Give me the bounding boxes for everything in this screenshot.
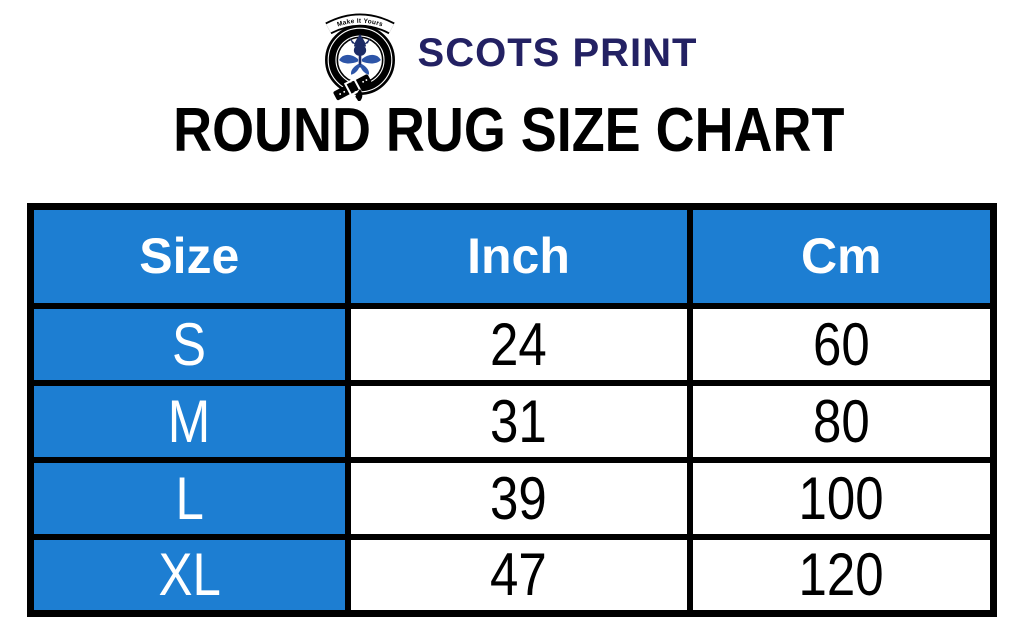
cm-value: 100 xyxy=(686,456,997,540)
motto-banner: Make It Yours xyxy=(324,13,395,35)
column-header-inch: Inch xyxy=(344,203,693,309)
size-chart-table: Size Inch Cm S 24 60 M 31 80 L 39 100 xyxy=(27,203,997,617)
table-row-s: S 24 60 xyxy=(27,302,997,386)
clan-crest-logo-icon: Make It Yours xyxy=(324,13,395,101)
cm-value: 120 xyxy=(686,533,997,617)
motto-text: Make It Yours xyxy=(336,18,383,29)
inch-value: 24 xyxy=(344,302,693,386)
svg-text:Make It Yours: Make It Yours xyxy=(336,18,384,29)
cm-value: 80 xyxy=(686,379,997,463)
page-title-text: ROUND RUG SIZE CHART xyxy=(172,96,845,165)
table-row-xl: XL 47 120 xyxy=(27,533,997,617)
table-row-m: M 31 80 xyxy=(27,379,997,463)
table-header-row: Size Inch Cm xyxy=(27,203,997,309)
brand-name: SCOTS PRINT xyxy=(417,31,698,75)
belt-buckle-icon xyxy=(333,74,371,101)
inch-value: 47 xyxy=(344,533,693,617)
size-label: L xyxy=(27,456,351,540)
thistle-icon xyxy=(338,33,381,75)
cm-value: 60 xyxy=(686,302,997,386)
inch-value: 39 xyxy=(344,456,693,540)
table-row-l: L 39 100 xyxy=(27,456,997,540)
size-label: S xyxy=(27,302,351,386)
inch-value: 31 xyxy=(344,379,693,463)
column-header-size: Size xyxy=(27,203,351,309)
brand-header: Make It Yours SCOTS PRINT xyxy=(0,6,1017,101)
size-label: M xyxy=(27,379,351,463)
page-title: ROUND RUG SIZE CHART xyxy=(0,98,1017,164)
size-label: XL xyxy=(27,533,351,617)
column-header-cm: Cm xyxy=(686,203,997,309)
